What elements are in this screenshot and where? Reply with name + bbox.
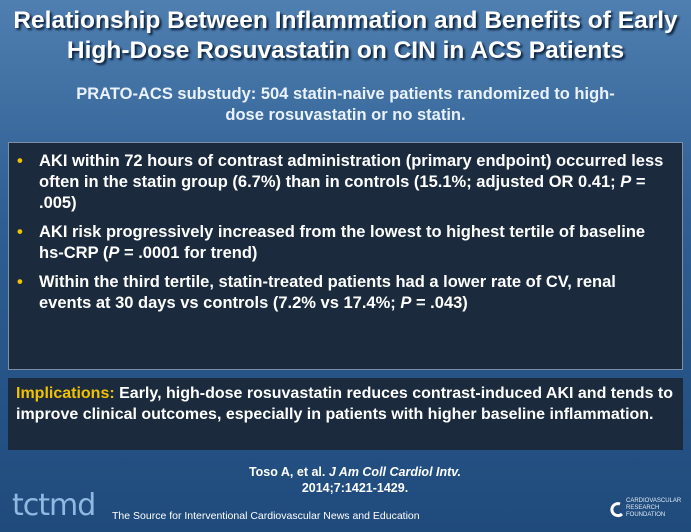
title: Relationship Between Inflammation and Be… [13, 7, 678, 64]
bullet: Within the third tertile, statin-treated… [17, 272, 670, 314]
logo: tctmd [12, 488, 96, 523]
text: 2014;7:1421-1429. [301, 481, 409, 495]
text: J Am Coll Cardiol Intv. [328, 465, 462, 479]
text: P [400, 294, 412, 312]
tagline: The Source for Interventional Cardiovasc… [112, 510, 420, 522]
text: = .005) [39, 173, 646, 212]
bullet-box: AKI within 72 hours of contrast administ… [8, 142, 683, 370]
text: P [108, 244, 120, 262]
subtitle: PRATO-ACS substudy: 504 statin-naive pat… [76, 85, 615, 124]
text: Within the third tertile, statin-treated… [39, 273, 616, 312]
implications-box: Implications: Early, high-dose rosuvasta… [8, 378, 683, 450]
label: Implications: [16, 385, 115, 402]
bullet: AKI within 72 hours of contrast administ… [17, 151, 670, 214]
foundation-name: CARDIOVASCULAR RESEARCH FOUNDATION [626, 498, 682, 518]
text: P [620, 173, 632, 191]
citation: Toso A, et al. J Am Coll Cardiol Intv. 2… [230, 464, 480, 496]
text: = .043) [411, 294, 468, 312]
bullet: AKI risk progressively increased from th… [17, 222, 670, 264]
text: AKI within 72 hours of contrast administ… [39, 152, 664, 191]
text: Toso A, et al. [248, 465, 329, 479]
text: Early, high-dose rosuvastatin reduces co… [16, 385, 674, 423]
text: = .0001 for trend) [119, 244, 258, 262]
foundation-icon [610, 502, 624, 518]
text: AKI risk progressively increased from th… [39, 223, 646, 262]
